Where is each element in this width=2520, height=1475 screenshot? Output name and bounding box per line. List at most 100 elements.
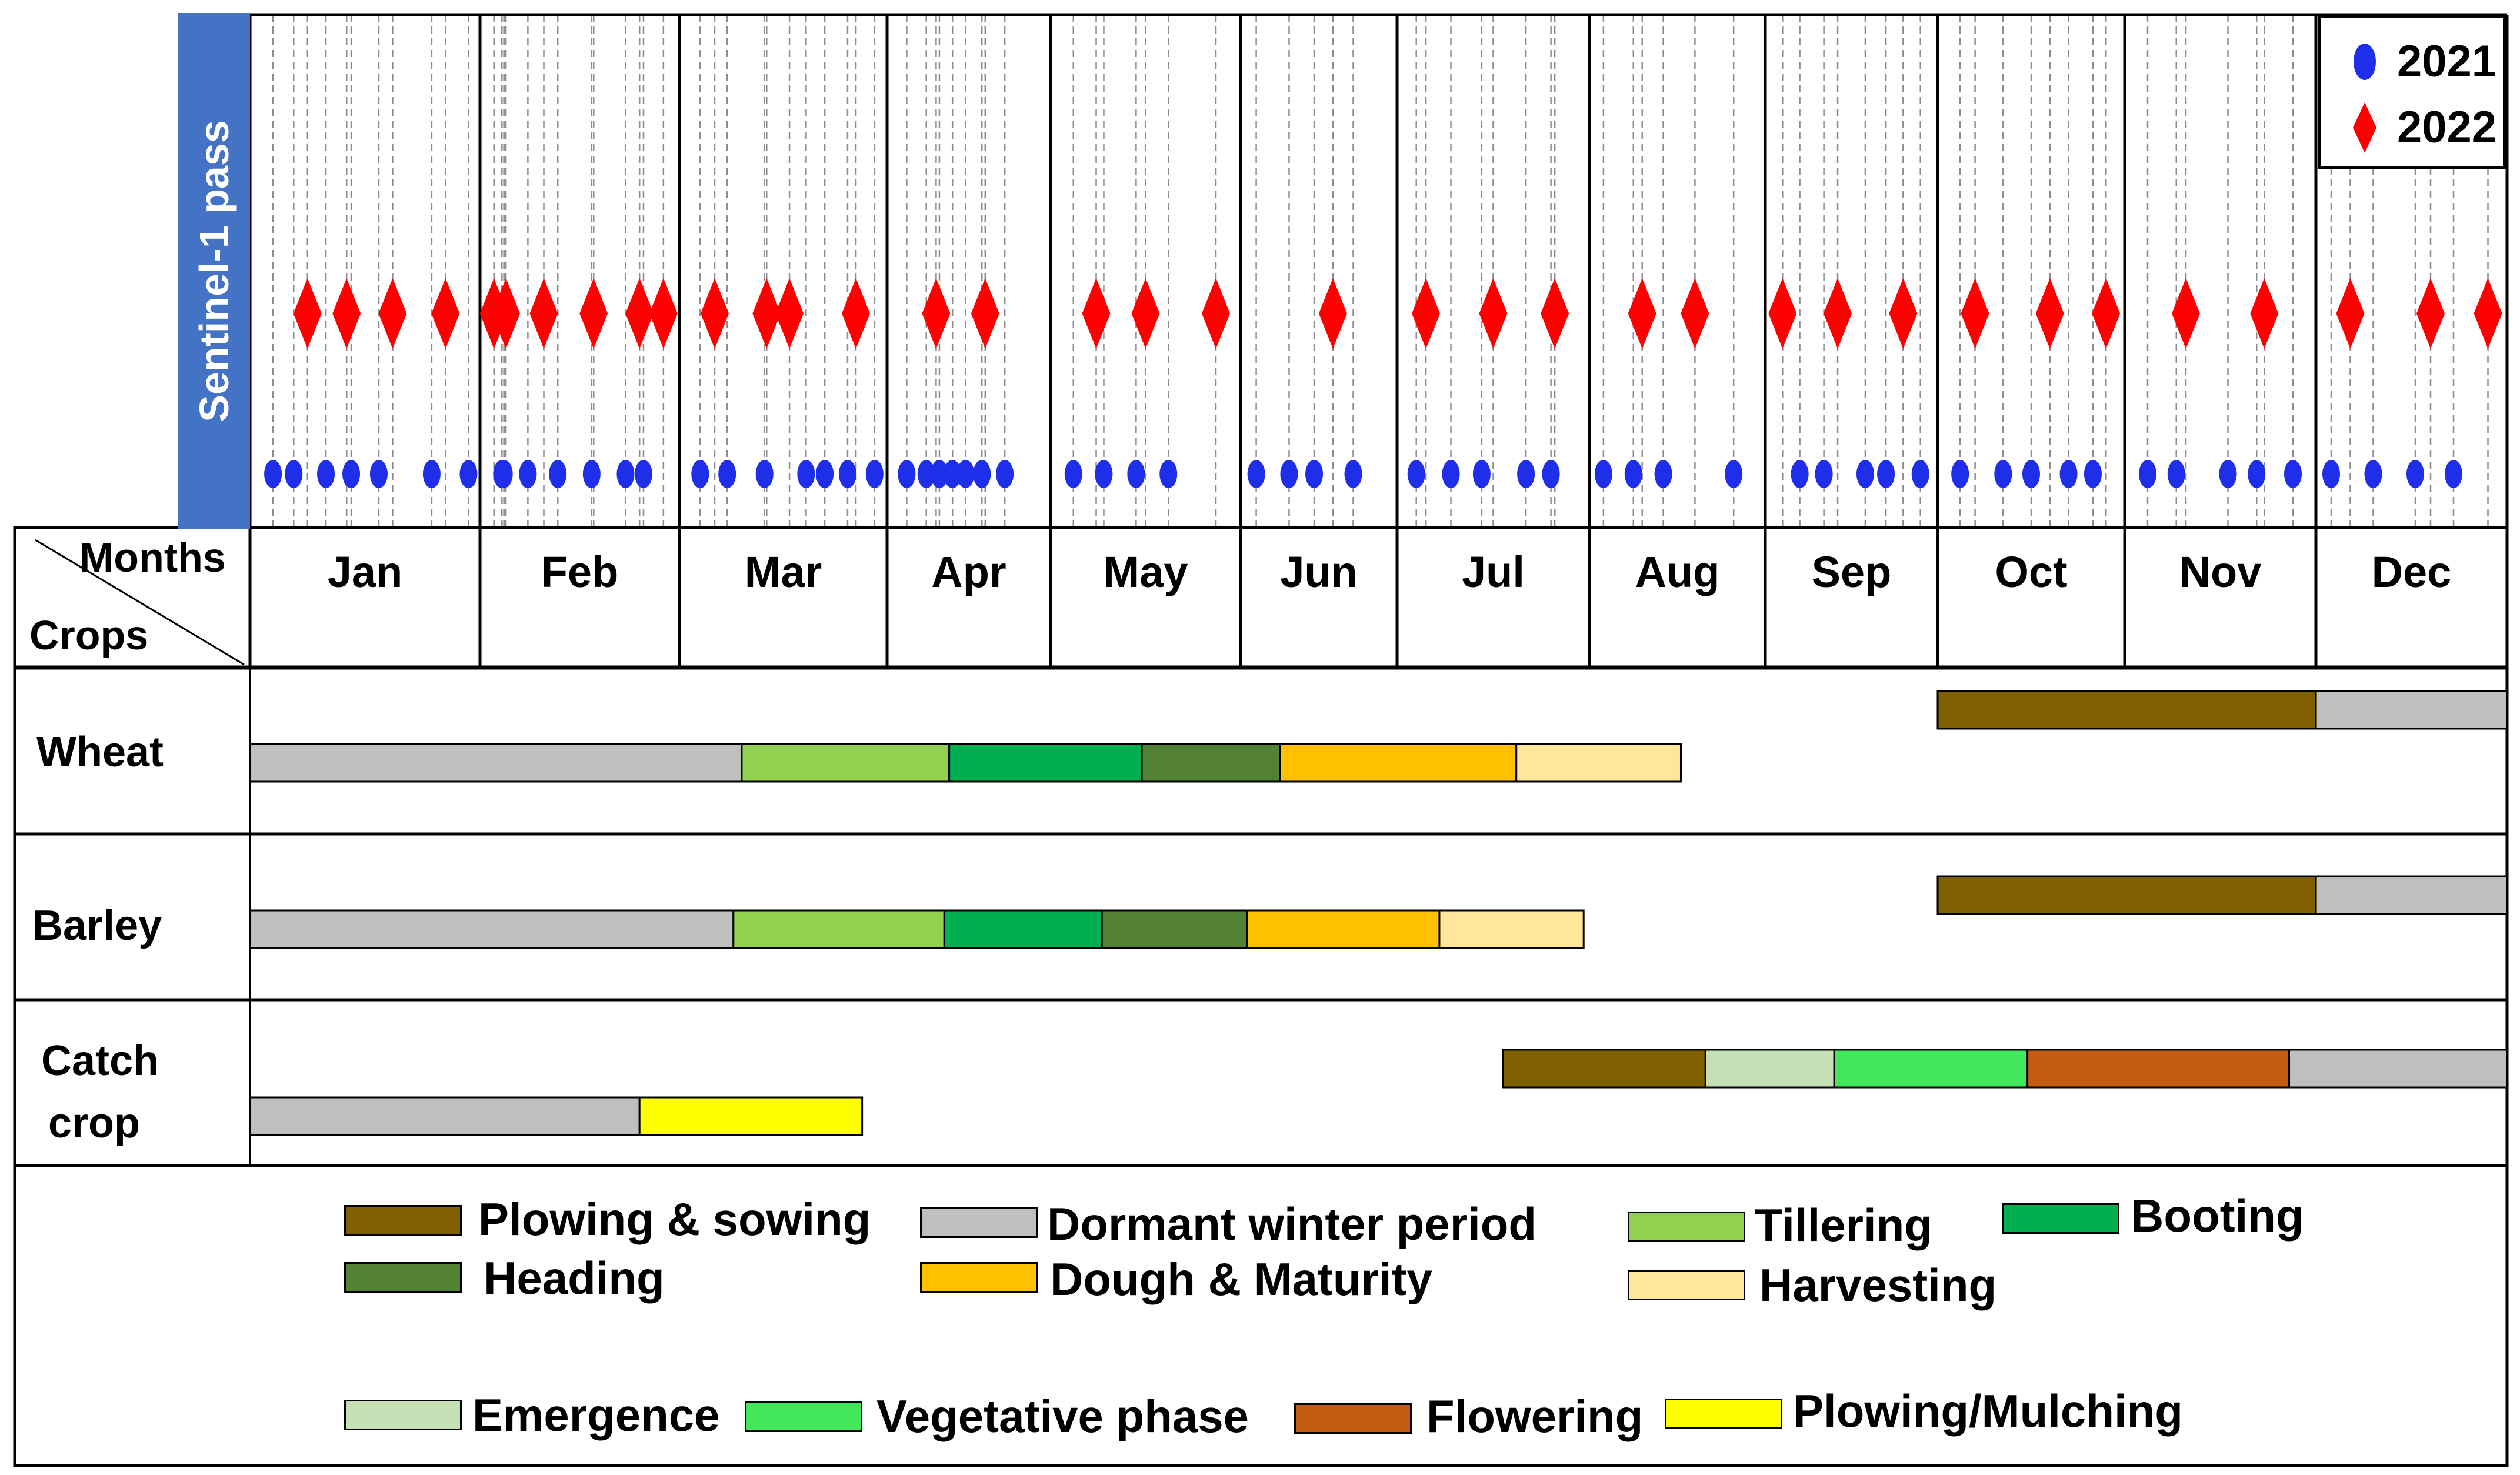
stage-bar xyxy=(2315,690,2508,730)
pass-2022-diamond xyxy=(971,278,999,349)
pass-2022-diamond xyxy=(492,278,521,349)
pass-2021-circle xyxy=(1344,460,1362,488)
pass-2021-circle xyxy=(1542,460,1560,488)
pass-2021-circle xyxy=(755,460,774,488)
pass-2021-circle xyxy=(1064,460,1082,488)
stage-legend-swatch xyxy=(344,1262,462,1293)
stage-legend-label: Booting xyxy=(2131,1190,2304,1242)
pass-2021-circle xyxy=(1280,460,1298,488)
stage-legend-swatch xyxy=(1628,1270,1745,1300)
stage-legend-label: Dormant winter period xyxy=(1047,1198,1537,1250)
pass-legend-2022: 2022 xyxy=(2321,95,2503,160)
pass-2022-diamond xyxy=(1131,278,1160,349)
month-label: Dec xyxy=(2371,548,2452,596)
pass-2021-circle xyxy=(264,460,282,488)
pass-2021-circle xyxy=(816,460,834,488)
pass-2021-circle xyxy=(691,460,709,488)
pass-2021-circle xyxy=(1442,460,1460,488)
pass-2022-diamond xyxy=(378,278,407,349)
pass-2022-diamond xyxy=(701,278,729,349)
month-label: Nov xyxy=(2179,548,2262,596)
stage-bar xyxy=(741,743,951,783)
month-label: Aug xyxy=(1635,548,1720,596)
stage-bar xyxy=(1936,875,2317,915)
stage-bar xyxy=(1936,690,2317,730)
pass-2021-circle xyxy=(2022,460,2040,488)
pass-2022-diamond xyxy=(2416,278,2445,349)
corner-crops-label: Crops xyxy=(29,612,149,658)
stage-legend-swatch xyxy=(344,1205,462,1236)
stage-legend-swatch xyxy=(920,1262,1038,1293)
pass-2022-diamond xyxy=(1768,278,1797,349)
pass-2022-diamond xyxy=(1082,278,1111,349)
pass-2022-diamond xyxy=(1202,278,1231,349)
pass-legend-2021: 2021 xyxy=(2321,29,2503,94)
stage-bar xyxy=(2288,1049,2508,1089)
stage-bar xyxy=(1515,743,1682,783)
stage-legend-label: Heading xyxy=(484,1252,665,1304)
pass-2021-circle xyxy=(2248,460,2266,488)
pass-2021-circle xyxy=(342,460,361,488)
pass-2021-circle xyxy=(1856,460,1874,488)
pass-2022-diamond xyxy=(1628,278,1656,349)
pass-2022-diamond xyxy=(1479,278,1508,349)
pass-2021-circle xyxy=(2139,460,2156,488)
pass-2021-circle xyxy=(917,460,935,488)
month-label: Jan xyxy=(327,548,403,596)
stage-legend-border xyxy=(13,1164,2509,1467)
stage-bar xyxy=(2315,875,2508,915)
pass-2021-circle xyxy=(1159,460,1178,488)
pass-2021-circle xyxy=(1994,460,2012,488)
pass-2021-circle xyxy=(2167,460,2185,488)
pass-2021-circle xyxy=(1095,460,1113,488)
pass-2021-circle xyxy=(956,460,975,488)
pass-2021-circle xyxy=(2059,460,2078,488)
month-label: Jul xyxy=(1462,548,1525,596)
crop-label: Catch crop xyxy=(41,1037,159,1147)
pass-2021-circle xyxy=(285,460,303,488)
pass-2021-circle xyxy=(2284,460,2302,488)
pass-2022-diamond xyxy=(625,278,654,349)
pass-2022-diamond xyxy=(529,278,558,349)
pass-2021-circle xyxy=(1877,460,1895,488)
pass-2021-circle xyxy=(459,460,478,488)
legend-label-2021: 2021 xyxy=(2397,36,2497,86)
pass-2021-circle xyxy=(1654,460,1672,488)
pass-2021-circle xyxy=(549,460,567,488)
pass-2021-circle xyxy=(1472,460,1491,488)
pass-2022-diamond xyxy=(293,278,322,349)
pass-2022-diamond xyxy=(332,278,361,349)
pass-2021-circle xyxy=(2406,460,2424,488)
stage-bar xyxy=(249,909,735,949)
stage-legend-label: Plowing/Mulching xyxy=(1793,1385,2183,1437)
pass-2021-circle xyxy=(1407,460,1425,488)
diamond-icon xyxy=(2353,102,2376,153)
stage-bar xyxy=(638,1096,864,1136)
pass-2022-diamond xyxy=(922,278,951,349)
pass-2021-circle xyxy=(519,460,537,488)
pass-2022-diamond xyxy=(2035,278,2064,349)
stage-legend-swatch xyxy=(920,1207,1038,1238)
legend-label-2022: 2022 xyxy=(2397,102,2497,152)
pass-2022-diamond xyxy=(775,278,804,349)
pass-2022-diamond xyxy=(1889,278,1918,349)
pass-2022-diamond xyxy=(1412,278,1441,349)
stage-legend-label: Vegetative phase xyxy=(876,1390,1249,1442)
stage-legend-label: Plowing & sowing xyxy=(478,1193,871,1245)
stage-bar xyxy=(249,1096,641,1136)
circle-icon xyxy=(2354,44,2376,80)
pass-2022-diamond xyxy=(842,278,871,349)
pass-2021-circle xyxy=(838,460,856,488)
stage-legend-label: Harvesting xyxy=(1759,1259,1997,1311)
pass-2022-diamond xyxy=(1824,278,1852,349)
pass-2021-circle xyxy=(495,460,513,488)
pass-2022-diamond xyxy=(2336,278,2365,349)
stage-bar xyxy=(1246,909,1441,949)
pass-2022-diamond xyxy=(1961,278,1989,349)
stage-legend-swatch xyxy=(1665,1399,1782,1429)
month-label: Sep xyxy=(1811,548,1892,596)
stage-legend-swatch xyxy=(2002,1203,2119,1234)
pass-2021-circle xyxy=(2084,460,2102,488)
pass-2021-circle xyxy=(865,460,884,488)
